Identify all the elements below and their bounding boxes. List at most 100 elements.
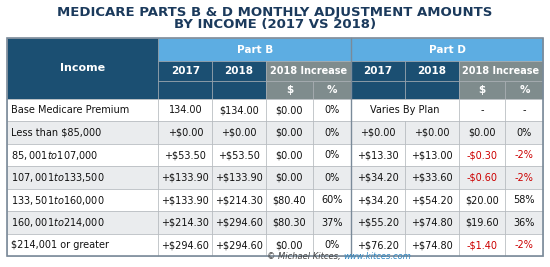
Text: $85,001 to $107,000: $85,001 to $107,000 [11, 148, 98, 162]
Text: +$53.50: +$53.50 [218, 150, 260, 160]
Bar [351, 61, 405, 81]
Bar [459, 99, 505, 121]
Bar [313, 144, 351, 166]
Text: +$34.20: +$34.20 [357, 195, 399, 205]
Text: -$0.30: -$0.30 [466, 150, 498, 160]
Bar [212, 99, 266, 121]
Bar [405, 81, 459, 99]
Text: +$34.20: +$34.20 [357, 172, 399, 183]
Bar [158, 99, 212, 121]
Bar [266, 189, 313, 211]
Bar [405, 144, 459, 166]
Text: www.kitces.com: www.kitces.com [344, 252, 411, 261]
Bar [351, 81, 405, 99]
Bar [505, 121, 543, 144]
Bar [313, 121, 351, 144]
Text: -$0.60: -$0.60 [466, 172, 498, 183]
Text: $: $ [286, 85, 293, 95]
Bar [266, 121, 313, 144]
Text: $134.00: $134.00 [219, 105, 259, 115]
Text: $107,001 to $133,500: $107,001 to $133,500 [11, 171, 104, 184]
Bar [7, 166, 158, 189]
Text: $20.00: $20.00 [465, 195, 499, 205]
Text: +$0.00: +$0.00 [168, 128, 203, 138]
Bar [405, 61, 459, 81]
Bar [459, 144, 505, 166]
Text: $19.60: $19.60 [465, 218, 499, 227]
Text: -2%: -2% [515, 240, 534, 250]
Text: 58%: 58% [514, 195, 535, 205]
Bar [266, 81, 313, 99]
Bar [212, 121, 266, 144]
Text: $133,501 to $160,000: $133,501 to $160,000 [11, 194, 104, 207]
Text: +$74.80: +$74.80 [411, 218, 453, 227]
Bar [405, 234, 459, 256]
Text: Part B: Part B [236, 45, 273, 55]
Text: 2018: 2018 [224, 66, 254, 76]
Bar [266, 99, 313, 121]
Bar [7, 121, 158, 144]
Bar [459, 234, 505, 256]
Text: 134.00: 134.00 [168, 105, 202, 115]
Bar [7, 99, 158, 121]
Text: $0.00: $0.00 [468, 128, 496, 138]
Bar [158, 81, 212, 99]
Text: 0%: 0% [324, 105, 339, 115]
Bar [158, 38, 351, 61]
Bar [313, 166, 351, 189]
Text: +$54.20: +$54.20 [411, 195, 453, 205]
Text: +$76.20: +$76.20 [357, 240, 399, 250]
Text: +$294.60: +$294.60 [215, 218, 263, 227]
Text: $0.00: $0.00 [276, 172, 303, 183]
Text: -: - [480, 105, 484, 115]
Bar [505, 81, 543, 99]
Text: $0.00: $0.00 [276, 128, 303, 138]
Bar [505, 211, 543, 234]
Text: $80.40: $80.40 [273, 195, 306, 205]
Text: +$214.30: +$214.30 [161, 218, 209, 227]
Text: +$133.90: +$133.90 [162, 172, 209, 183]
Bar [505, 189, 543, 211]
Text: +$33.60: +$33.60 [411, 172, 453, 183]
Text: Base Medicare Premium: Base Medicare Premium [11, 105, 129, 115]
Bar [313, 189, 351, 211]
Bar [7, 189, 158, 211]
Text: +$13.30: +$13.30 [357, 150, 399, 160]
Text: 2017: 2017 [170, 66, 200, 76]
Bar [212, 61, 266, 81]
Text: +$294.60: +$294.60 [215, 240, 263, 250]
Bar [266, 144, 313, 166]
Bar [158, 234, 212, 256]
Text: +$0.00: +$0.00 [221, 128, 257, 138]
Bar [351, 166, 405, 189]
Bar [266, 61, 351, 81]
Bar [158, 61, 212, 81]
Bar [459, 81, 505, 99]
Bar [212, 234, 266, 256]
Text: $0.00: $0.00 [276, 240, 303, 250]
Text: Varies By Plan: Varies By Plan [370, 105, 439, 115]
Bar [505, 234, 543, 256]
Text: %: % [327, 85, 337, 95]
Bar [351, 189, 405, 211]
Bar [212, 144, 266, 166]
Bar [212, 189, 266, 211]
Text: +$133.90: +$133.90 [162, 195, 209, 205]
Text: $: $ [478, 85, 486, 95]
Bar [351, 234, 405, 256]
Text: $160,001 to $214,000: $160,001 to $214,000 [11, 216, 104, 229]
Bar [7, 144, 158, 166]
Bar [405, 121, 459, 144]
Text: BY INCOME (2017 VS 2018): BY INCOME (2017 VS 2018) [174, 18, 376, 31]
Text: 2018 Increase: 2018 Increase [270, 66, 347, 76]
Text: $214,001 or greater: $214,001 or greater [11, 240, 109, 250]
Bar [212, 166, 266, 189]
Text: +$133.90: +$133.90 [215, 172, 263, 183]
Text: +$0.00: +$0.00 [414, 128, 449, 138]
Bar [313, 234, 351, 256]
Bar [7, 38, 158, 61]
Bar [351, 38, 543, 61]
Bar [7, 234, 158, 256]
Text: +$294.60: +$294.60 [161, 240, 209, 250]
Bar [7, 38, 543, 256]
